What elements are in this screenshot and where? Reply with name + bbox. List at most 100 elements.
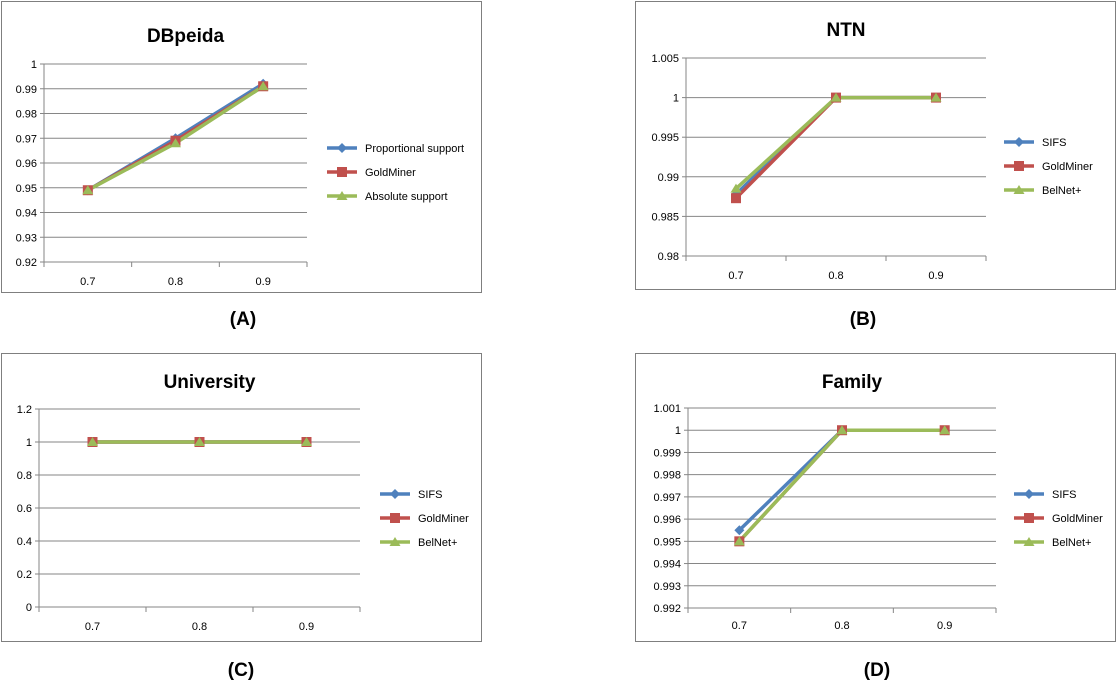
- y-tick-label: 0.95: [16, 183, 37, 195]
- y-tick-label: 0.8: [17, 470, 32, 482]
- chart-title: University: [164, 372, 256, 393]
- legend-marker: [389, 537, 401, 546]
- series-line-2: [738, 428, 945, 543]
- legend-marker: [1014, 137, 1024, 147]
- series-line-0: [734, 95, 936, 196]
- y-tick-label: 0.996: [653, 514, 681, 526]
- y-tick-label: 1.2: [17, 404, 32, 416]
- y-tick-label: 0.97: [16, 133, 37, 145]
- caption-b: (B): [849, 309, 877, 330]
- legend-label: Proportional support: [365, 143, 464, 155]
- x-tick-label: 0.8: [168, 276, 183, 288]
- legend-marker: [1013, 185, 1025, 194]
- x-tick-label: 0.9: [299, 621, 314, 633]
- data-point-2-2: [930, 92, 942, 102]
- caption-c: (C): [227, 660, 255, 681]
- chart-svg-ntn: NTN 0.98 0.985 0.99 0.995 1 1.005 0.7 0.8 0.9 SIFS…: [651, 20, 1093, 282]
- legend-label: GoldMiner: [1042, 161, 1093, 173]
- y-tick-label: 0.6: [17, 503, 32, 515]
- legend-label: SIFS: [1042, 137, 1066, 149]
- x-tick-label: 0.8: [828, 270, 843, 282]
- y-tick-label: 0.96: [16, 158, 37, 170]
- y-tick-label: 1: [31, 59, 37, 71]
- y-tick-label: 0.995: [651, 132, 679, 144]
- caption-d: (D): [863, 660, 891, 681]
- x-tick-label: 0.8: [192, 621, 207, 633]
- y-tick-label: 0: [26, 602, 32, 614]
- data-point-2-1: [194, 437, 205, 446]
- legend-label: BelNet+: [1052, 537, 1091, 549]
- legend-label: SIFS: [1052, 489, 1076, 501]
- chart-panel-ntn: NTN 0.98 0.985 0.99 0.995 1 1.005 0.7 0.8 0.9 SIFS…: [635, 1, 1116, 290]
- x-tick-label: 0.7: [728, 270, 743, 282]
- x-tick-label: 0.9: [937, 620, 952, 632]
- data-point-1-0: [731, 193, 741, 204]
- y-tick-label: 0.98: [658, 251, 679, 263]
- legend-marker: [1023, 537, 1035, 546]
- data-point-2-2: [301, 437, 312, 446]
- caption-a: (A): [229, 309, 257, 330]
- y-tick-label: 0.992: [653, 603, 681, 615]
- legend-label: BelNet+: [418, 537, 457, 549]
- legend-marker: [1014, 161, 1024, 171]
- legend-marker: [1024, 513, 1034, 523]
- legend-label: Absolute support: [365, 191, 448, 203]
- chart-panel-dbpeida: DBpeida 0.92 0.93 0.94 0.95 0.96 0.97 0.98 0.99 1…: [1, 1, 482, 293]
- y-tick-label: 0.2: [17, 569, 32, 581]
- legend-marker: [336, 191, 348, 200]
- series-line-0: [738, 428, 945, 532]
- data-point-2-1: [170, 138, 181, 148]
- x-tick-label: 0.7: [732, 620, 747, 632]
- y-tick-label: 1: [673, 93, 679, 105]
- y-tick-label: 0.99: [658, 172, 679, 184]
- y-tick-label: 0.995: [653, 536, 681, 548]
- y-tick-label: 0.94: [16, 208, 37, 220]
- x-tick-label: 0.8: [834, 620, 849, 632]
- y-tick-label: 1.001: [653, 403, 681, 415]
- y-tick-label: 0.4: [17, 536, 32, 548]
- y-tick-label: 0.92: [16, 257, 37, 269]
- legend-marker: [337, 143, 347, 153]
- chart-title: DBpeida: [147, 26, 225, 47]
- x-tick-label: 0.7: [80, 276, 95, 288]
- legend-marker: [1024, 489, 1034, 499]
- y-tick-label: 1.005: [651, 53, 679, 65]
- x-tick-label: 0.9: [928, 270, 943, 282]
- y-tick-label: 0.985: [651, 211, 679, 223]
- data-point-2-0: [733, 536, 745, 546]
- data-point-2-0: [82, 185, 94, 195]
- chart-title: Family: [822, 372, 883, 393]
- chart-panel-family: Family 0.992 0.993 0.994 0.995 0.996 0.997 0.99…: [635, 353, 1116, 642]
- x-tick-label: 0.7: [85, 621, 100, 633]
- chart-panel-university: University 0 0.2 0.4 0.6 0.8 1 1.2 0.7 0.8 0.9 SIFS…: [1, 353, 482, 642]
- chart-title: NTN: [826, 20, 865, 41]
- y-tick-label: 1: [675, 425, 681, 437]
- data-point-2-2: [939, 425, 951, 435]
- y-tick-label: 0.998: [653, 470, 681, 482]
- series-line-1: [734, 95, 936, 200]
- legend-label: GoldMiner: [418, 513, 469, 525]
- data-point-2-1: [836, 425, 848, 435]
- y-tick-label: 0.93: [16, 232, 37, 244]
- legend-label: SIFS: [418, 489, 442, 501]
- chart-svg-dbpeida: DBpeida 0.92 0.93 0.94 0.95 0.96 0.97 0.98 0.99 1…: [16, 26, 464, 288]
- data-point-2-0: [87, 437, 98, 446]
- chart-svg-family: Family 0.992 0.993 0.994 0.995 0.996 0.997 0.99…: [653, 372, 1103, 632]
- y-tick-label: 1: [26, 437, 32, 449]
- series-line-2: [734, 95, 936, 190]
- y-tick-label: 0.999: [653, 447, 681, 459]
- data-point-0-0: [734, 525, 745, 536]
- data-point-2-1: [830, 92, 842, 102]
- y-tick-label: 0.994: [653, 559, 681, 571]
- chart-svg-university: University 0 0.2 0.4 0.6 0.8 1 1.2 0.7 0.8 0.9 SIFS…: [17, 372, 469, 633]
- x-tick-label: 0.9: [256, 276, 271, 288]
- y-tick-label: 0.993: [653, 581, 681, 593]
- y-tick-label: 0.997: [653, 492, 681, 504]
- data-point-2-0: [730, 183, 742, 193]
- data-point-2-2: [257, 81, 269, 91]
- legend-label: BelNet+: [1042, 185, 1081, 197]
- legend-marker: [390, 489, 400, 499]
- y-tick-label: 0.98: [16, 109, 37, 121]
- legend-label: GoldMiner: [1052, 513, 1103, 525]
- legend-marker: [337, 167, 347, 177]
